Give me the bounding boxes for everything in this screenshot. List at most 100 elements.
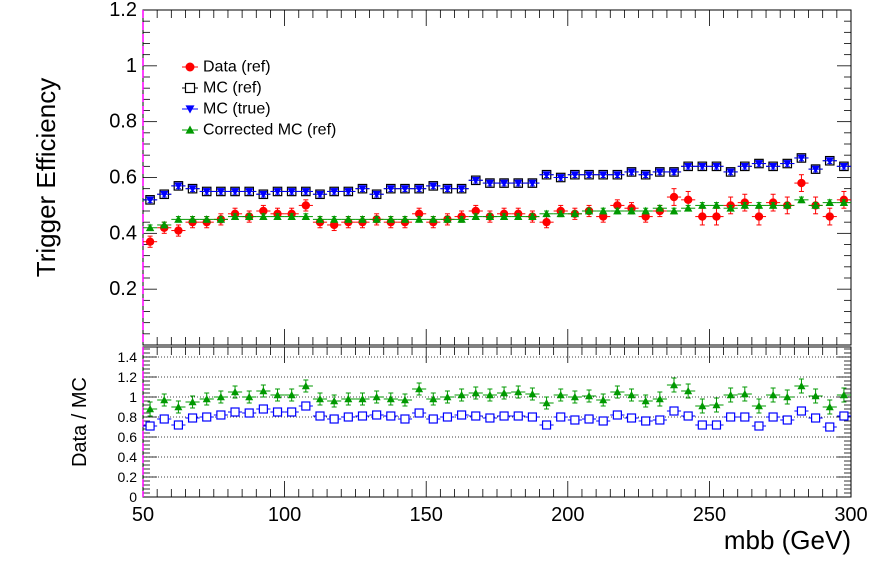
data-point [216,393,225,401]
data-point [683,411,693,421]
data-point [315,215,325,223]
x-tick-label: 150 [410,504,443,526]
data-point [584,414,594,424]
data-point [329,188,339,196]
data-point [442,412,453,422]
data-point [712,401,721,409]
data-point [216,188,226,196]
data-point [372,190,381,199]
series-ratio-0 [143,377,851,417]
data-point [556,209,565,218]
data-point [768,201,778,209]
data-point [414,185,424,193]
data-point [811,392,820,400]
data-point [231,388,240,396]
data-point [273,188,282,196]
data-point [386,395,395,403]
data-point [754,402,763,410]
series-ratio-1 [143,401,851,432]
data-point [386,411,396,421]
data-point [825,157,834,165]
data-point [726,168,735,177]
data-point [768,162,778,171]
legend-label: MC (true) [203,101,271,118]
data-point [357,411,368,421]
data-point [301,188,311,196]
data-point [174,403,183,411]
data-point [343,412,353,422]
data-point [839,391,848,399]
data-point [174,215,183,223]
y-tick-label: 1 [129,389,137,405]
data-point [145,421,155,431]
data-point [301,212,311,220]
data-point [783,201,792,209]
data-point [457,185,466,193]
data-point [415,385,424,393]
data-point [244,408,254,418]
data-point [683,195,693,205]
data-point [655,168,665,177]
data-point [627,391,636,399]
x-tick-label: 250 [693,504,726,526]
data-point [698,162,707,171]
y-axis-title: Trigger Efficiency [31,78,61,277]
y-tick-label: 0.8 [109,111,137,133]
legend-marker [185,125,195,134]
data-point [301,382,310,390]
data-point [230,407,240,417]
data-point [810,413,821,423]
x-tick-label: 300 [834,504,867,526]
data-point [471,411,481,421]
data-point [315,411,325,421]
data-point [542,171,551,179]
data-point [443,185,452,193]
data-point [500,389,509,397]
data-point [556,391,565,399]
data-point [372,215,381,223]
data-point [684,387,693,395]
data-point [315,190,325,199]
data-point [145,196,155,205]
data-point [570,171,580,179]
y-tick-label: 1 [126,55,137,77]
data-point [230,188,240,196]
data-point [627,168,636,177]
data-point [641,212,650,221]
y-tick-label: 0.2 [109,278,137,300]
data-point [698,201,707,209]
ratio-panel: 0 0.2 0.4 0.6 0.8 1 1.2 1.4 50 100 150 200 250 300 Dat… [69,346,868,555]
data-point [641,206,650,215]
data-point [669,192,679,202]
data-point [528,212,537,220]
data-point [287,212,296,220]
data-point [160,190,169,199]
data-point [754,160,764,168]
data-point [316,395,324,403]
data-point [344,215,353,223]
data-point [216,215,226,223]
data-point [329,414,339,424]
data-point [429,395,438,403]
data-point [641,171,650,179]
data-point [272,407,283,417]
data-point [839,411,849,421]
series-data-ref [143,174,851,248]
data-point [613,388,622,396]
data-point [287,391,296,399]
data-point [613,206,622,215]
data-point [528,390,537,398]
data-point [797,178,806,188]
x-tick-label: 100 [268,504,301,526]
data-point [471,176,480,185]
data-point [443,393,452,401]
data-point [344,395,353,403]
x-axis-title: mbb (GeV) [724,525,851,555]
data-point [542,217,551,227]
data-point [259,190,268,199]
y-tick-label: 0.2 [118,469,138,485]
data-point [599,396,608,404]
y-tick-label: 0.6 [118,429,138,445]
data-point [457,215,466,223]
data-point [783,160,792,168]
